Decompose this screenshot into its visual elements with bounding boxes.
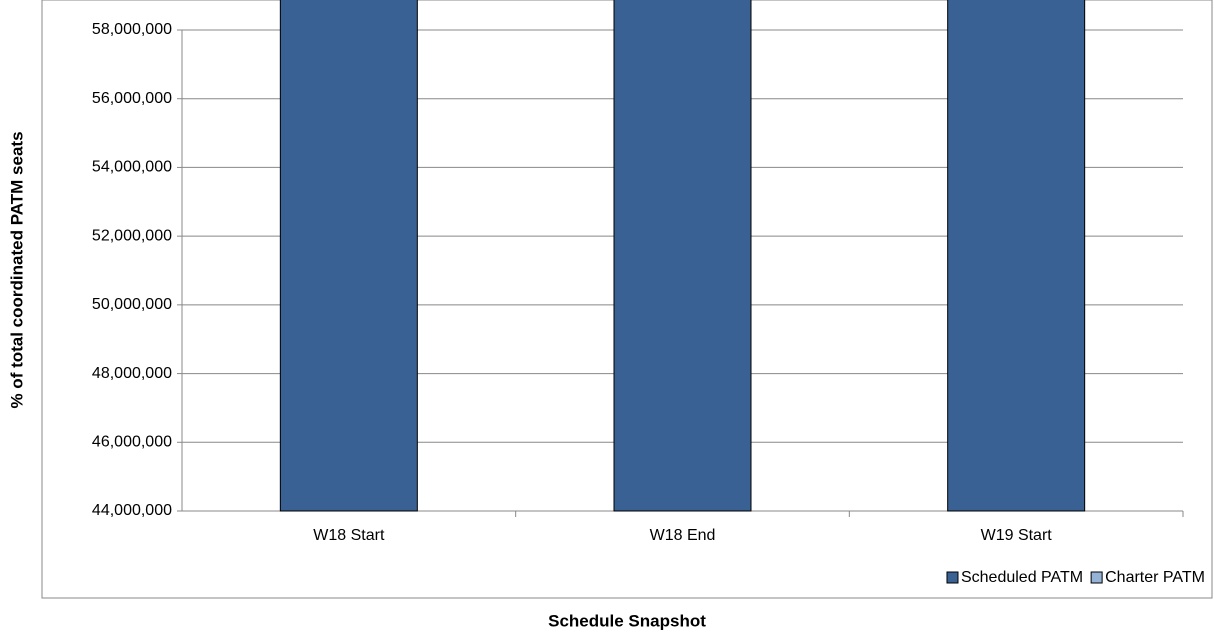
y-tick-label: 48,000,000 (92, 365, 172, 382)
legend-label: Scheduled PATM (961, 569, 1083, 586)
y-tick-label: 56,000,000 (92, 90, 172, 107)
y-tick-label: 52,000,000 (92, 227, 172, 244)
y-tick-label: 54,000,000 (92, 159, 172, 176)
y-tick-label: 50,000,000 (92, 296, 172, 313)
bar-segment (279, 0, 418, 512)
x-tick-label: W18 End (650, 527, 716, 544)
bar-segment (947, 0, 1086, 512)
y-tick-label: 44,000,000 (92, 502, 172, 519)
y-axis-label: % of total coordinated PATM seats (7, 131, 26, 408)
legend-swatch (946, 571, 959, 584)
y-tick-label: 58,000,000 (92, 21, 172, 38)
y-tick-label: 46,000,000 (92, 434, 172, 451)
legend-swatch (1090, 571, 1103, 584)
legend-label: Charter PATM (1105, 569, 1205, 586)
x-axis-label: Schedule Snapshot (548, 611, 706, 630)
bar-segment (613, 0, 752, 512)
x-tick-label: W19 Start (981, 527, 1053, 544)
x-tick-label: W18 Start (313, 527, 385, 544)
